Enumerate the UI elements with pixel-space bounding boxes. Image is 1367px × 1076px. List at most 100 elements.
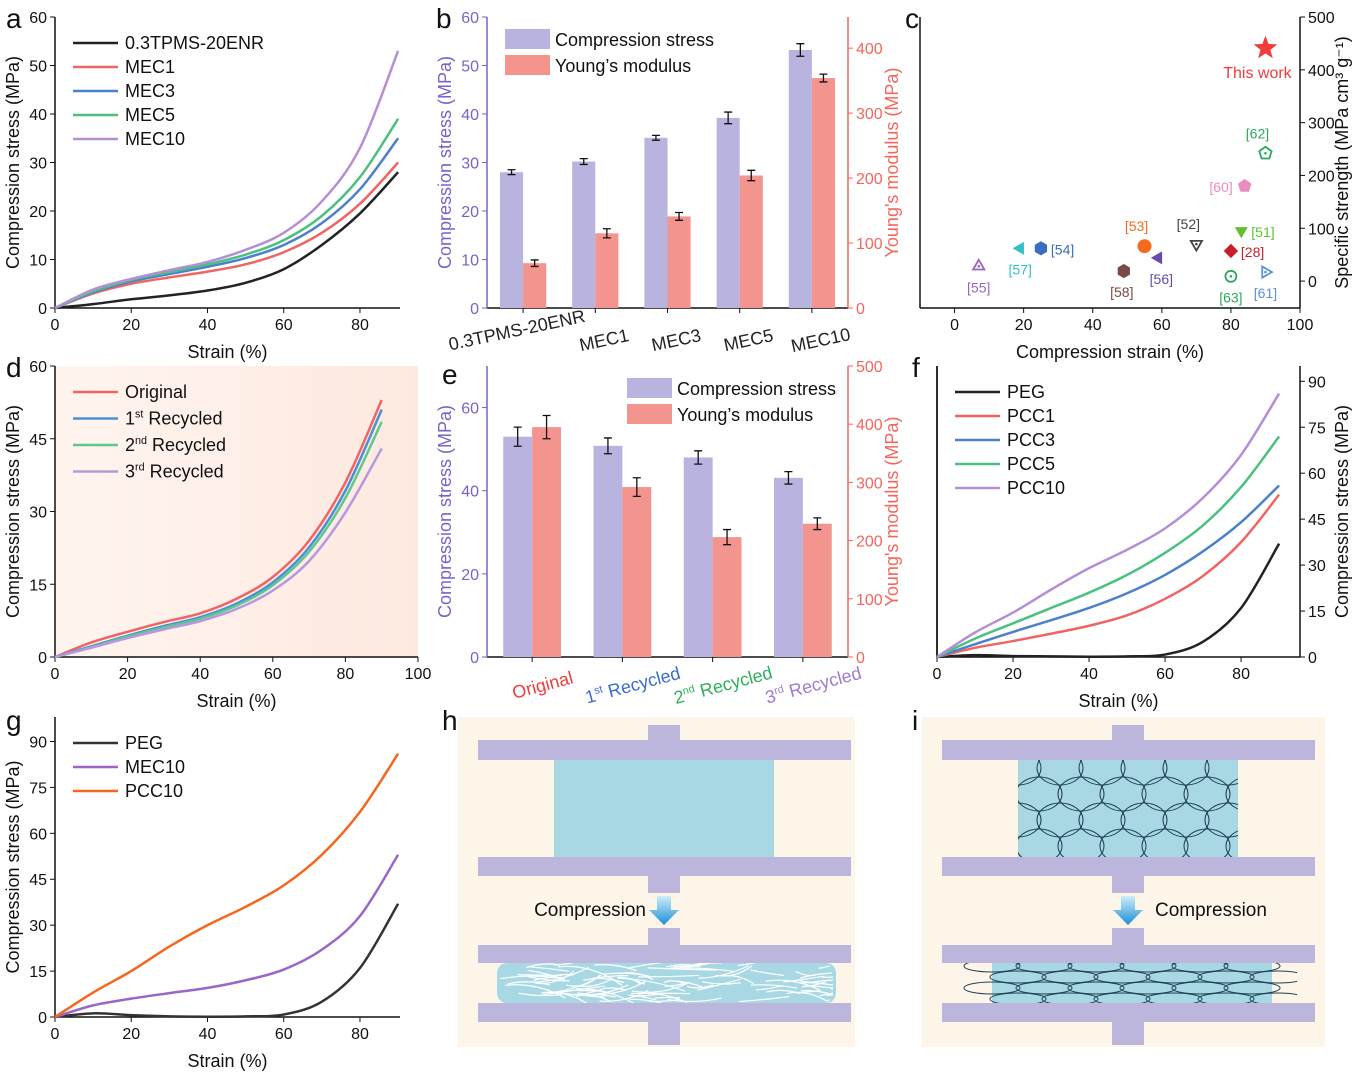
cell-compressed bbox=[1093, 970, 1151, 984]
marker-dot bbox=[977, 264, 981, 268]
x-tick-label: MEC1 bbox=[578, 325, 631, 355]
fiber bbox=[583, 975, 629, 981]
marker-dot bbox=[1264, 270, 1267, 274]
x-tick-label: 80 bbox=[351, 1026, 369, 1043]
compression-plate bbox=[478, 740, 851, 760]
x-tick-label: MEC10 bbox=[789, 324, 852, 356]
series-line-pcc3 bbox=[936, 484, 1280, 659]
fiber bbox=[525, 963, 556, 969]
y-tick-label: 100 bbox=[856, 592, 883, 609]
cell bbox=[1099, 776, 1147, 812]
plot-background bbox=[55, 366, 418, 657]
x-tick-label: 1st Recycled bbox=[583, 663, 682, 708]
legend-label: PEG bbox=[125, 733, 163, 753]
fiber bbox=[617, 977, 686, 992]
y-tick-label: 20 bbox=[461, 204, 479, 221]
cell-compressed bbox=[1093, 992, 1151, 1003]
y-tick-label: 60 bbox=[29, 826, 47, 843]
marker-pentagon-open bbox=[1258, 145, 1273, 160]
series-line-mec5 bbox=[54, 118, 400, 310]
bar-compression-stress bbox=[773, 477, 803, 657]
y-tick-label: 10 bbox=[29, 253, 47, 270]
fiber bbox=[527, 969, 566, 981]
chart-b: 0 10 20 30 40 50 60 0 100 200 300 400 Compression st… bbox=[435, 10, 902, 356]
bar-youngs-modulus bbox=[811, 78, 836, 308]
fiber bbox=[667, 997, 722, 1003]
cell-compressed bbox=[1067, 981, 1125, 995]
legend-label: PCC10 bbox=[1007, 478, 1065, 498]
cell-compressed bbox=[1223, 981, 1281, 995]
y-tick-label: 20 bbox=[29, 204, 47, 221]
cell bbox=[1141, 776, 1189, 812]
fiber bbox=[687, 984, 714, 989]
cell-compressed bbox=[1041, 992, 1099, 1003]
compression-arrow-icon bbox=[649, 896, 679, 925]
error-bar bbox=[651, 134, 660, 141]
x-tick-label: 20 bbox=[1015, 317, 1033, 334]
fiber bbox=[750, 984, 798, 989]
legend-label: PCC3 bbox=[1007, 430, 1055, 450]
x-tick-label: 0.3TPMS-20ENR bbox=[447, 306, 587, 354]
fiber bbox=[808, 985, 833, 992]
error-bar bbox=[603, 437, 612, 455]
bar-compression-stress bbox=[593, 445, 623, 657]
y-tick-label: 45 bbox=[29, 432, 47, 449]
y-tick-label: 45 bbox=[29, 872, 47, 889]
cell bbox=[1120, 802, 1168, 838]
marker-triangle-right-open bbox=[1261, 264, 1274, 280]
y-tick-label: 15 bbox=[29, 577, 47, 594]
legend-label: Compression stress bbox=[677, 379, 836, 399]
legend-label: Young’s modulus bbox=[677, 405, 813, 425]
marker-circle bbox=[1137, 239, 1152, 254]
point-label: [53] bbox=[1125, 218, 1148, 234]
series-line-pcc1 bbox=[936, 493, 1281, 659]
bar-youngs-modulus bbox=[595, 233, 619, 308]
y-tick-label: 15 bbox=[29, 964, 47, 981]
legend-label: 1st Recycled bbox=[125, 409, 222, 429]
y-tick-label: 60 bbox=[1308, 466, 1326, 483]
fiber bbox=[697, 978, 741, 991]
bar-youngs-modulus bbox=[622, 487, 652, 657]
x-tick-label: 100 bbox=[1287, 317, 1314, 334]
y-tick-label: 45 bbox=[1308, 512, 1326, 529]
y-tick-label: 30 bbox=[1308, 558, 1326, 575]
fiber bbox=[750, 969, 784, 976]
x-tick-label: 60 bbox=[1156, 666, 1174, 683]
cell-compressed bbox=[1249, 992, 1297, 1003]
compression-plate bbox=[942, 945, 1315, 963]
chart-f: 0 20 40 60 80 0 15 30 45 60 75 90 Strain (%) Compress… bbox=[933, 366, 1352, 711]
y-tick-label: 0 bbox=[1308, 274, 1317, 291]
fiber bbox=[663, 980, 685, 985]
fiber bbox=[818, 958, 833, 969]
cell-compressed bbox=[1197, 992, 1255, 1003]
panel-label-c: c bbox=[905, 3, 919, 34]
y-tick-label: 500 bbox=[856, 359, 883, 376]
y-tick-label: 300 bbox=[856, 475, 883, 492]
compression-plate bbox=[942, 857, 1315, 876]
x-tick-label: 2nd Recycled bbox=[672, 662, 775, 707]
legend-label: MEC10 bbox=[125, 757, 185, 777]
series-line-peg bbox=[54, 903, 400, 1019]
x-tick-label: MEC5 bbox=[722, 325, 775, 355]
plate-stem bbox=[648, 1021, 680, 1045]
panel-label-b: b bbox=[436, 3, 452, 34]
y-tick-label: 0 bbox=[470, 301, 479, 318]
bar-compression-stress bbox=[788, 49, 812, 308]
x-tick-label: 20 bbox=[1004, 666, 1022, 683]
bar-compression-stress bbox=[572, 161, 596, 308]
fiber bbox=[677, 980, 704, 988]
x-axis-label: Strain (%) bbox=[196, 691, 276, 711]
y-tick-label: 400 bbox=[1308, 63, 1335, 80]
cell-compressed bbox=[1145, 992, 1203, 1003]
cell bbox=[1183, 776, 1231, 812]
x-tick-label: 20 bbox=[122, 317, 140, 334]
point-label: [61] bbox=[1254, 285, 1277, 301]
y-tick-label: 0 bbox=[38, 301, 47, 318]
bar-compression-stress bbox=[503, 436, 533, 657]
y-tick-label: 100 bbox=[1308, 221, 1335, 238]
x-tick-label: 20 bbox=[119, 666, 137, 683]
fibers-pattern bbox=[500, 951, 833, 1003]
bar-compression-stress bbox=[499, 172, 524, 308]
cell bbox=[1162, 802, 1210, 838]
y-tick-label: 75 bbox=[1308, 420, 1326, 437]
